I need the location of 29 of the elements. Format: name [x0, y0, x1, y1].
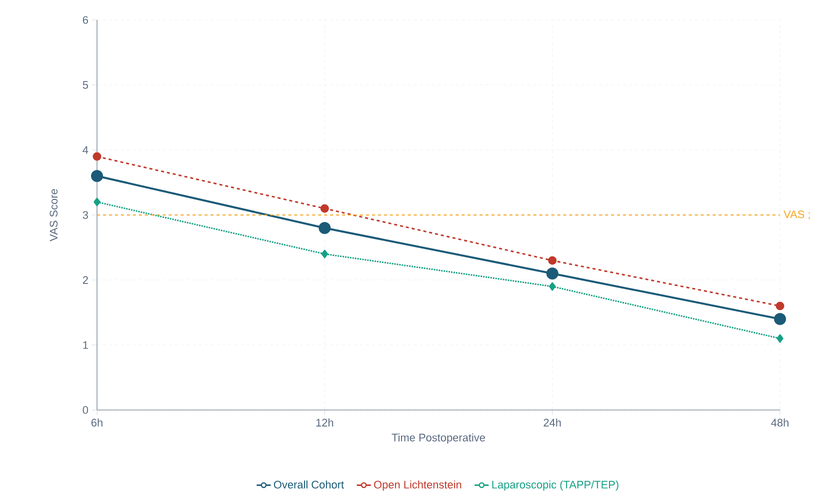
point [774, 312, 786, 325]
x-tick-label: 12h [316, 418, 334, 426]
ref-line-label: VAS ; [784, 210, 810, 220]
legend-label: Laparoscopic (TAPP/TEP) [492, 480, 618, 491]
point [91, 170, 104, 182]
x-tick-label: 6h [91, 418, 102, 427]
y-tick-label: 1 [83, 341, 88, 349]
point [546, 267, 558, 280]
point [776, 302, 784, 310]
point [776, 334, 784, 343]
point [548, 282, 556, 291]
y-tick-label: 6 [82, 16, 88, 24]
point [94, 198, 100, 206]
point [321, 250, 328, 258]
y-tick-label: 5 [82, 81, 88, 89]
legend-label: Open Lichtenstein [374, 480, 462, 491]
y-tick-label: 4 [82, 146, 88, 154]
legend-label: Overall Cohort [274, 480, 344, 489]
point [548, 256, 557, 265]
point [320, 204, 329, 213]
x-tick-label: 24h [544, 418, 561, 426]
point [92, 152, 102, 161]
x-axis-title: Time Postoperative [392, 433, 486, 444]
y-axis-title: VAS Score [50, 189, 58, 242]
y-tick-label: 2 [82, 276, 88, 284]
x-tick-label: 48h [771, 418, 788, 427]
y-tick-label: 0 [82, 406, 88, 414]
point [318, 222, 331, 234]
y-tick-label: 3 [82, 211, 88, 219]
